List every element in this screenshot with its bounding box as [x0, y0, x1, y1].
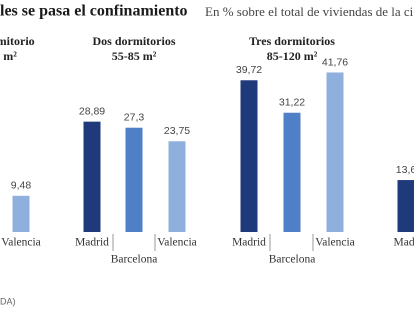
value-label: 27,3	[124, 111, 145, 123]
category-label: Barcelona	[111, 254, 158, 266]
bar	[283, 112, 301, 232]
value-label: 23,75	[164, 125, 190, 137]
category-label: Valencia	[157, 237, 197, 249]
value-label: 28,89	[79, 105, 105, 117]
category-label: Valencia	[315, 237, 355, 249]
bar	[326, 72, 344, 232]
value-label: 31,22	[279, 97, 305, 109]
source: DA)	[0, 296, 16, 306]
group-subtitle: 55-85 m²	[112, 49, 157, 63]
category-label: Madrid	[232, 237, 266, 249]
group-subtitle: m²	[3, 49, 17, 63]
category-label: Madr	[394, 237, 414, 249]
category-label: Barcelona	[269, 254, 316, 266]
category-label: Valencia	[1, 237, 41, 249]
group-title: Tres dormitorios	[249, 34, 335, 48]
bar	[83, 121, 101, 232]
bar	[125, 127, 143, 232]
category-label: Madrid	[75, 237, 109, 249]
value-label: 9,48	[11, 180, 32, 192]
bar	[240, 80, 258, 233]
group-subtitle: 85-120 m²	[267, 49, 318, 63]
chart-title: les se pasa el confinamiento	[0, 3, 188, 20]
value-label: 41,76	[322, 56, 348, 68]
bar	[397, 180, 414, 232]
group-title: ormitorio	[0, 34, 35, 48]
value-label: 13,6	[396, 164, 414, 176]
bar	[12, 195, 30, 232]
value-label: 39,72	[236, 64, 262, 76]
chart-subtitle: En % sobre el total de viviendas de la c…	[205, 4, 414, 19]
bar	[168, 141, 186, 232]
group-title: Dos dormitorios	[93, 34, 176, 48]
